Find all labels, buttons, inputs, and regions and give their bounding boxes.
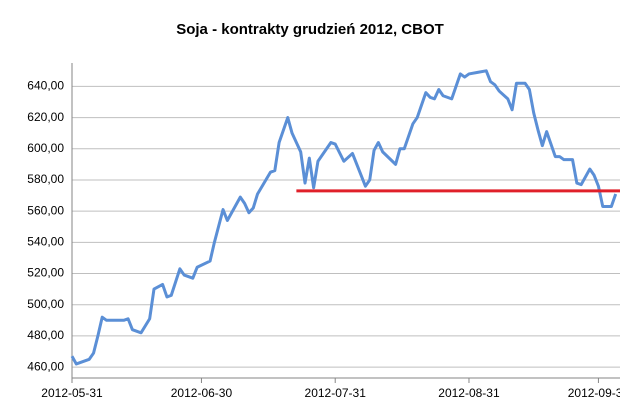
x-tick-label: 2012-09-30 [568,386,620,400]
chart-title: Soja - kontrakty grudzień 2012, CBOT [176,21,444,38]
y-tick-label: 480,00 [27,328,64,342]
line-series [70,69,618,366]
x-tick-label: 2012-06-30 [171,386,233,400]
y-tick-label: 520,00 [27,266,64,280]
x-tick-label: 2012-08-31 [438,386,500,400]
y-tick-label: 540,00 [27,235,64,249]
y-tick-label: 560,00 [27,203,64,217]
x-tick-label: 2012-07-31 [305,386,367,400]
y-tick-label: 600,00 [27,141,64,155]
x-tick-label: 2012-05-31 [41,386,103,400]
y-tick-label: 580,00 [27,172,64,186]
y-tick-label: 500,00 [27,297,64,311]
y-tick-label: 640,00 [27,79,64,93]
y-tick-label: 460,00 [27,359,64,373]
y-tick-label: 620,00 [27,110,64,124]
